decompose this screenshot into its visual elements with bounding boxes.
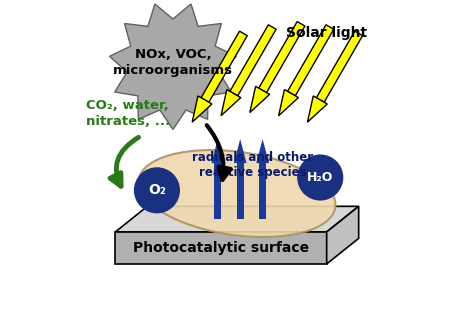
Polygon shape bbox=[115, 232, 327, 264]
Polygon shape bbox=[214, 163, 221, 219]
Text: radicals and other
reactive species: radicals and other reactive species bbox=[192, 151, 314, 179]
Polygon shape bbox=[115, 206, 359, 232]
Circle shape bbox=[297, 154, 343, 201]
Polygon shape bbox=[279, 89, 299, 116]
Text: Photocatalytic surface: Photocatalytic surface bbox=[133, 241, 309, 255]
Polygon shape bbox=[237, 163, 244, 219]
Circle shape bbox=[134, 167, 180, 214]
Text: O₂: O₂ bbox=[148, 183, 166, 197]
Polygon shape bbox=[250, 86, 270, 112]
Polygon shape bbox=[256, 139, 269, 163]
Polygon shape bbox=[327, 206, 359, 264]
Polygon shape bbox=[259, 22, 305, 93]
Polygon shape bbox=[316, 31, 363, 102]
Polygon shape bbox=[308, 96, 327, 122]
Text: CO₂, water,
nitrates, ...: CO₂, water, nitrates, ... bbox=[86, 99, 171, 128]
Polygon shape bbox=[211, 139, 224, 163]
Polygon shape bbox=[192, 96, 212, 122]
Text: NOx, VOC,
microorganisms: NOx, VOC, microorganisms bbox=[113, 48, 233, 77]
Text: Solar light: Solar light bbox=[286, 26, 367, 40]
Polygon shape bbox=[230, 25, 276, 96]
Polygon shape bbox=[288, 25, 334, 96]
Polygon shape bbox=[259, 163, 266, 219]
Text: H₂O: H₂O bbox=[307, 171, 333, 184]
Polygon shape bbox=[221, 89, 241, 116]
Polygon shape bbox=[109, 4, 237, 130]
Ellipse shape bbox=[138, 150, 336, 237]
Polygon shape bbox=[234, 139, 246, 163]
Polygon shape bbox=[201, 31, 247, 102]
